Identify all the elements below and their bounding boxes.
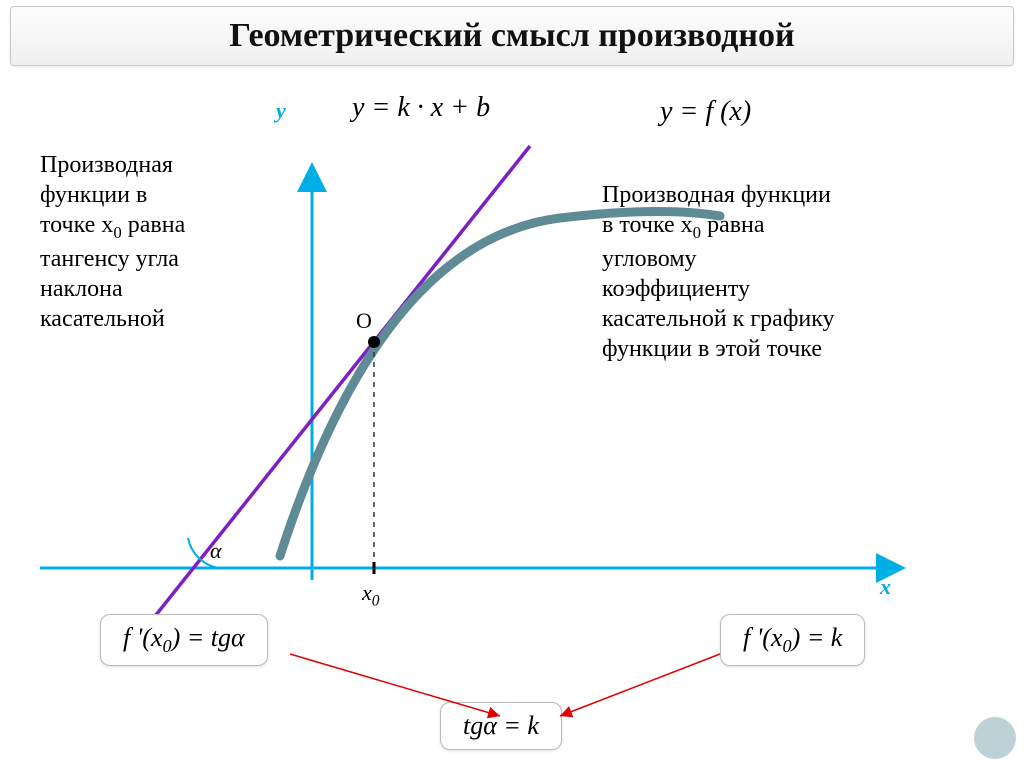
x0-label: x0	[362, 580, 379, 610]
y-axis-label: y	[276, 98, 286, 124]
right-l2a: в точке x	[602, 212, 693, 238]
fl-b: ) = tgα	[172, 623, 245, 652]
formula-k: f '(x0) = k	[720, 614, 865, 666]
left-l1: Производная	[40, 152, 173, 178]
point-O-label: O	[356, 308, 372, 334]
x0-sub: 0	[372, 592, 380, 609]
function-equation: y = f (x)	[660, 96, 751, 128]
alpha-label: α	[210, 538, 222, 564]
tangent-point	[368, 336, 380, 348]
left-l3-sub: 0	[113, 223, 121, 242]
right-l6: функции в этой точке	[602, 336, 822, 362]
fl-a: f '(x	[123, 623, 162, 652]
right-l5: касательной к графику	[602, 306, 835, 332]
tangent-equation: y = k · x + b	[352, 92, 490, 124]
fr-b: ) = k	[792, 623, 843, 652]
formula-center: tgα = k	[440, 702, 562, 750]
decorative-circle-icon	[974, 717, 1016, 759]
formula-tg-alpha: f '(x0) = tgα	[100, 614, 268, 666]
left-l5: наклона	[40, 276, 123, 302]
right-l4: коэффициенту	[602, 276, 750, 302]
left-l2: функции в	[40, 182, 147, 208]
page-title: Геометрический смысл производной	[10, 6, 1014, 66]
left-description: Производная функции в точке x0 равна тан…	[40, 150, 260, 334]
left-l3b: равна	[122, 212, 185, 238]
fr-sub: 0	[782, 636, 791, 656]
y-label-text: y	[276, 98, 286, 123]
left-l4: тангенсу угла	[40, 246, 179, 272]
x-axis-label: x	[880, 574, 891, 600]
left-l6: касательной	[40, 306, 165, 332]
x0-text: x	[362, 580, 372, 605]
x-label-text: x	[880, 574, 891, 599]
right-l2b: равна	[701, 212, 764, 238]
right-l2-sub: 0	[693, 223, 701, 242]
fr-a: f '(x	[743, 623, 782, 652]
left-l3a: точке x	[40, 212, 113, 238]
right-l1: Производная функции	[602, 182, 831, 208]
right-description: Производная функции в точке x0 равна угл…	[602, 180, 992, 364]
fl-sub: 0	[162, 636, 171, 656]
right-l3: угловому	[602, 246, 697, 272]
